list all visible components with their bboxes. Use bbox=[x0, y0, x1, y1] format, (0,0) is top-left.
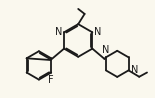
Text: F: F bbox=[48, 75, 54, 85]
Text: N: N bbox=[94, 27, 102, 37]
Text: N: N bbox=[131, 65, 138, 75]
Text: N: N bbox=[102, 45, 109, 55]
Text: N: N bbox=[55, 27, 62, 37]
